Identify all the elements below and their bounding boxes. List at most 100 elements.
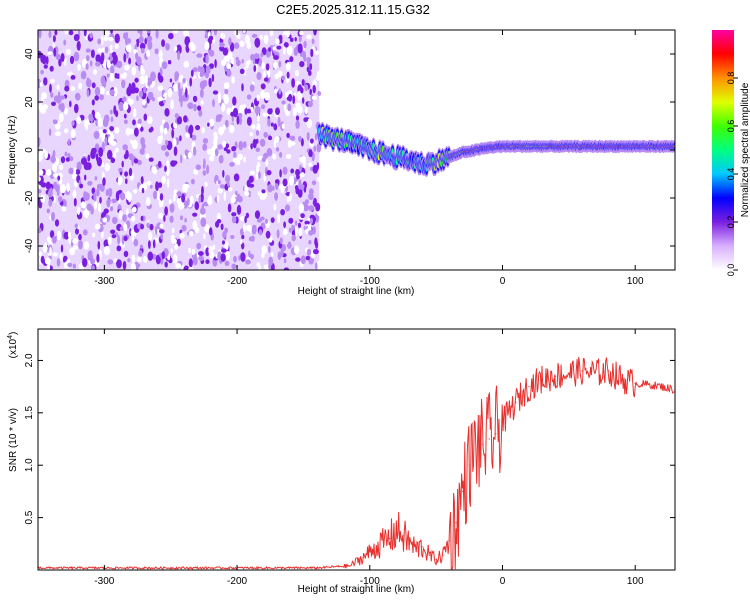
noise-speckle	[239, 216, 246, 222]
noise-speckle	[255, 129, 260, 136]
noise-speckle	[167, 87, 173, 98]
noise-speckle	[161, 251, 166, 260]
noise-speckle	[304, 199, 309, 205]
noise-speckle	[106, 59, 111, 69]
noise-speckle	[80, 201, 86, 209]
noise-speckle	[260, 216, 265, 221]
noise-speckle	[219, 184, 225, 189]
noise-speckle	[241, 59, 244, 64]
noise-speckle	[154, 48, 159, 55]
noise-speckle	[223, 94, 227, 100]
noise-speckle	[245, 60, 249, 69]
snr-plot-area	[38, 329, 675, 570]
noise-speckle	[169, 203, 175, 213]
noise-speckle	[123, 223, 128, 232]
noise-speckle	[57, 175, 61, 181]
noise-speckle	[137, 30, 142, 34]
noise-speckle	[165, 139, 169, 146]
noise-speckle	[186, 197, 190, 206]
noise-speckle	[242, 104, 247, 109]
noise-speckle	[72, 189, 77, 199]
noise-speckle	[46, 236, 52, 243]
noise-speckle	[260, 52, 264, 58]
noise-speckle	[236, 204, 242, 215]
noise-speckle	[191, 178, 195, 185]
noise-speckle	[265, 63, 270, 71]
noise-speckle	[231, 263, 237, 270]
noise-speckle	[116, 73, 120, 79]
snr-data-point	[468, 464, 470, 466]
noise-speckle	[161, 176, 166, 184]
noise-speckle	[172, 83, 179, 92]
noise-speckle	[140, 68, 146, 76]
noise-speckle	[103, 36, 109, 42]
noise-speckle	[97, 38, 102, 45]
noise-speckle	[206, 164, 210, 175]
noise-speckle	[304, 220, 311, 225]
noise-speckle	[89, 60, 93, 67]
noise-speckle	[38, 137, 41, 147]
noise-speckle	[104, 46, 109, 54]
noise-speckle	[273, 203, 277, 211]
snr-data-point	[375, 546, 377, 548]
noise-speckle	[196, 242, 202, 250]
snr-scale-suffix: )	[8, 332, 19, 335]
noise-speckle	[53, 183, 57, 190]
noise-speckle	[72, 238, 78, 245]
noise-speckle	[80, 157, 87, 165]
noise-speckle	[230, 235, 235, 239]
noise-speckle	[275, 147, 280, 152]
noise-speckle	[286, 154, 292, 159]
noise-speckle	[72, 263, 77, 269]
noise-speckle	[154, 225, 158, 235]
noise-speckle	[139, 148, 145, 155]
noise-speckle	[149, 223, 154, 231]
noise-speckle	[283, 267, 290, 270]
noise-speckle	[306, 118, 313, 129]
noise-speckle	[292, 107, 298, 115]
noise-speckle	[306, 248, 312, 256]
noise-speckle	[225, 143, 230, 149]
noise-speckle	[45, 169, 52, 176]
noise-speckle	[230, 196, 236, 204]
noise-speckle	[93, 200, 98, 210]
colorbar-ticks: 0.0 0.2 0.4 0.6 0.8	[726, 72, 738, 276]
noise-speckle	[156, 191, 160, 201]
noise-speckle	[109, 109, 113, 115]
noise-speckle	[248, 250, 251, 257]
noise-speckle	[236, 193, 241, 202]
noise-speckle	[273, 55, 279, 60]
noise-speckle	[38, 189, 42, 194]
noise-speckle	[198, 251, 204, 256]
noise-speckle	[99, 196, 102, 204]
snr-data-point	[389, 538, 391, 540]
noise-speckle	[232, 157, 239, 163]
noise-speckle	[122, 144, 128, 151]
noise-speckle	[105, 30, 110, 37]
noise-speckle	[49, 65, 54, 72]
noise-speckle	[183, 115, 188, 123]
noise-speckle	[243, 66, 247, 76]
noise-speckle	[235, 190, 238, 196]
noise-speckle	[51, 101, 56, 107]
noise-speckle	[85, 63, 89, 70]
noise-speckle	[188, 230, 194, 237]
noise-speckle	[209, 49, 215, 57]
noise-speckle	[107, 36, 114, 42]
noise-speckle	[142, 100, 146, 106]
noise-speckle	[52, 252, 58, 257]
noise-speckle	[198, 255, 204, 261]
noise-speckle	[190, 69, 194, 78]
noise-speckle	[303, 203, 309, 212]
noise-speckle	[288, 175, 295, 186]
snr-data-point	[409, 542, 411, 544]
noise-speckle	[223, 82, 230, 90]
noise-speckle	[203, 233, 206, 240]
noise-speckle	[65, 48, 72, 56]
chart-title: C2E5.2025.312.11.15.G32	[276, 2, 430, 17]
noise-speckle	[103, 245, 110, 256]
noise-speckle	[52, 35, 56, 43]
noise-speckle	[171, 128, 175, 139]
noise-speckle	[184, 184, 190, 189]
noise-speckle	[227, 203, 232, 213]
